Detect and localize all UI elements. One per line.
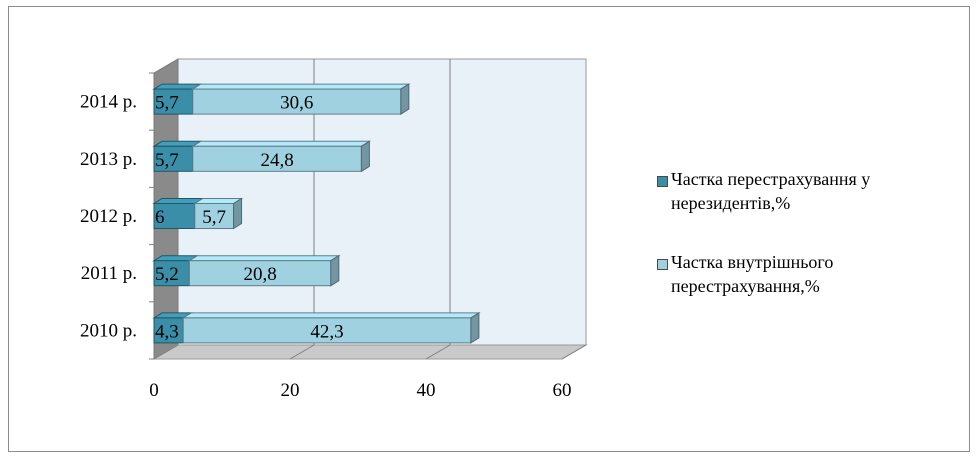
- floor: [152, 344, 588, 360]
- legend-swatch-domestic: [657, 259, 668, 270]
- x-tick-label: 40: [417, 380, 436, 401]
- data-label: 5,2: [155, 264, 179, 285]
- bar-segment: [153, 317, 184, 344]
- bar-segment: [194, 203, 235, 229]
- chart-plot: 0 20 40 60 2014 р. 5,7 30,6 2013 р. 5,7 24,8 2012 …: [80, 58, 588, 401]
- bar-segment: [192, 88, 402, 115]
- category-label: 2014 р.: [80, 92, 137, 113]
- data-label: 4,3: [155, 321, 179, 342]
- data-label: 5,7: [202, 207, 226, 228]
- x-tick-label: 60: [553, 380, 572, 401]
- bar-top-face: [191, 83, 411, 90]
- x-tick-label: 20: [281, 380, 300, 401]
- bar-side-face: [470, 311, 480, 344]
- category-label: 2013 р.: [80, 149, 137, 170]
- bar-top-face: [191, 140, 372, 147]
- floor-gridline: [289, 344, 315, 360]
- floor-gridline: [561, 344, 587, 360]
- chart-frame: 0 20 40 60 2014 р. 5,7 30,6 2013 р. 5,7 24,8 2012 …: [8, 6, 970, 452]
- data-label: 6: [155, 207, 165, 228]
- bar-segment: [153, 203, 196, 229]
- data-label: 20,8: [243, 264, 276, 285]
- bar-side-face: [360, 140, 370, 173]
- bar-segment: [182, 317, 472, 344]
- data-label: 5,7: [155, 150, 179, 171]
- bar-top-face: [181, 312, 481, 319]
- bar-side-face: [233, 197, 243, 230]
- data-label: 42,3: [310, 321, 343, 342]
- bar-segment: [192, 145, 362, 172]
- data-label: 5,7: [155, 93, 179, 114]
- data-label: 30,6: [280, 93, 313, 114]
- bar-side-face: [400, 83, 410, 116]
- legend-swatch-nonresident: [657, 176, 668, 187]
- category-label: 2011 р.: [81, 263, 137, 284]
- category-label: 2010 р.: [80, 320, 137, 341]
- legend-label-domestic: Частка внутрішнього перестрахування,%: [671, 252, 834, 296]
- floor-gridline: [425, 344, 451, 360]
- legend-label-nonresident: Частка перестрахування у нерезидентів,%: [671, 169, 871, 213]
- category-label: 2012 р.: [80, 206, 137, 227]
- bar-top-face: [187, 255, 341, 262]
- floor-gridline: [153, 344, 179, 360]
- bar-segment: [153, 88, 194, 115]
- bar-side-face: [330, 254, 340, 287]
- x-tick-label: 0: [149, 380, 159, 401]
- bar-segment: [188, 260, 332, 287]
- data-label: 24,8: [260, 150, 293, 171]
